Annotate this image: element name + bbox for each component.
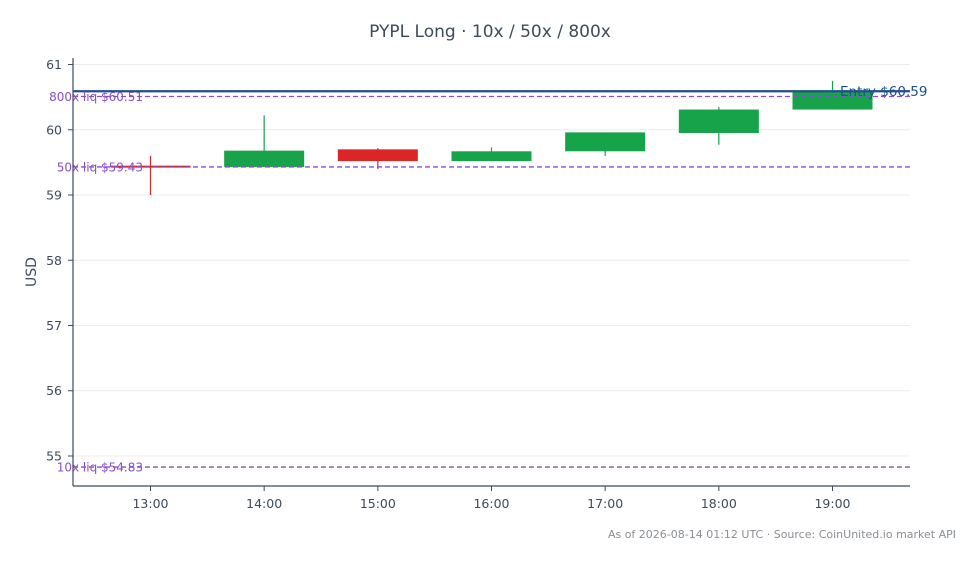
y-tick-label: 58 [46,253,62,268]
x-tick-label: 16:00 [473,496,509,511]
x-tick-label: 15:00 [360,496,396,511]
candle-body [110,165,191,168]
liquidation-label: 800x liq $60.51 [49,90,143,104]
entry-price-label: Entry $60.59 [840,84,927,100]
candle-body [565,132,646,152]
x-tick-label: 14:00 [246,496,282,511]
liquidation-label: 50x liq $59.43 [57,160,143,174]
axes: 55 56 57 58 59 60 61 13:00 14:00 15:00 16:00 17:00 1… [46,57,910,511]
x-tick-label: 19:00 [814,496,850,511]
y-tick-label: 56 [46,383,62,398]
candle-body [224,150,305,167]
y-tick-label: 59 [46,188,62,203]
x-tick-label: 18:00 [701,496,737,511]
reference-lines: Entry $60.59 800x liq $60.51 50x liq $59.4… [49,84,927,475]
candle-body [337,149,418,162]
chart-title: PYPL Long · 10x / 50x / 800x [369,22,611,42]
y-tick-label: 57 [46,318,62,333]
y-tick-label: 55 [46,448,62,463]
y-tick-label: 61 [46,57,62,72]
candle-body [678,109,759,134]
source-footnote: As of 2026-08-14 01:12 UTC · Source: Coi… [608,528,956,541]
liquidation-label: 10x liq $54.83 [57,461,143,475]
candles [110,80,873,196]
y-axis-label: USD [24,257,40,287]
candle-body [451,151,532,162]
y-tick-label: 60 [46,122,62,137]
x-tick-label: 13:00 [132,496,168,511]
grid-lines [73,64,910,457]
x-tick-label: 17:00 [587,496,623,511]
